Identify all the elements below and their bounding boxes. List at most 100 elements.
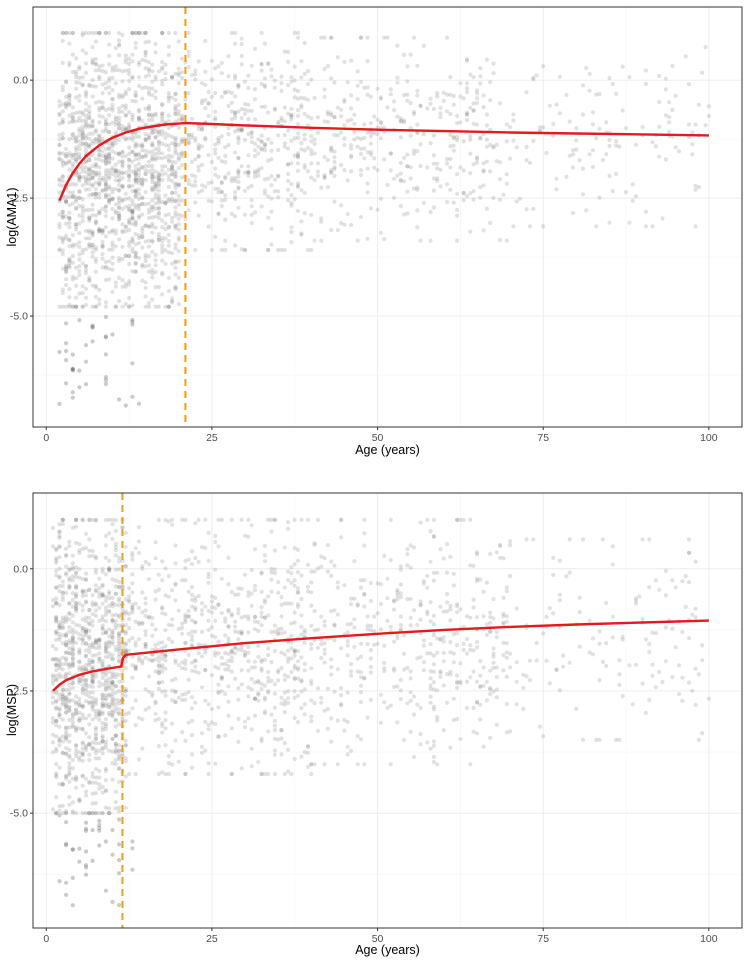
ama1-data-point (295, 30, 301, 36)
ama1-data-point (150, 176, 155, 182)
ama1-data-point (70, 136, 75, 141)
msp-data-point (74, 583, 79, 588)
msp-data-point (97, 818, 102, 824)
msp-data-point (120, 583, 125, 588)
msp-data-point (249, 567, 254, 573)
msp-data-point (100, 593, 105, 598)
ama1-data-point (156, 284, 161, 290)
ama1-data-point (70, 30, 75, 36)
msp-data-point (93, 608, 98, 613)
ama1-data-point (87, 275, 92, 280)
ama1-data-point (133, 190, 138, 195)
msp-data-point (279, 614, 284, 619)
msp-data-point (67, 771, 72, 776)
ama1-data-point (64, 266, 69, 271)
ama1-data-point (358, 214, 364, 220)
msp-data-point (123, 688, 128, 693)
ama1-data-point (156, 140, 161, 145)
msp-data-point (282, 630, 287, 635)
msp-data-point (130, 839, 135, 844)
ama1-data-point (199, 81, 205, 86)
ama1-data-point (567, 119, 572, 124)
ama1-data-point (107, 53, 112, 59)
ama1-data-point (349, 58, 354, 63)
msp-data-point (67, 583, 72, 589)
ama1-data-point (455, 172, 460, 177)
msp-data-point (690, 688, 695, 693)
msp-data-point (640, 681, 645, 686)
msp-data-point (580, 737, 586, 742)
ama1-data-point (143, 171, 148, 177)
ama1-data-point (305, 68, 311, 74)
ama1-data-point (136, 151, 142, 156)
ama1-data-point (150, 143, 155, 148)
msp-data-point (216, 544, 221, 549)
msp-data-point (87, 811, 92, 816)
ama1-data-point (170, 190, 175, 195)
ama1-data-point (312, 178, 317, 183)
ama1-data-point (67, 95, 72, 100)
msp-data-point (77, 667, 82, 673)
msp-data-point (97, 639, 102, 644)
msp-data-point (74, 711, 79, 716)
msp-data-point (249, 676, 254, 682)
msp-data-point (97, 775, 102, 780)
msp-data-point (123, 648, 128, 653)
msp-data-point (64, 632, 69, 637)
msp-data-point (295, 547, 301, 553)
ama1-data-point (100, 82, 105, 87)
msp-data-point (206, 761, 211, 766)
ama1-data-point (209, 58, 214, 63)
msp-data-point (117, 743, 122, 748)
ama1-data-point (103, 86, 108, 91)
ama1-data-point (203, 82, 208, 88)
msp-data-point (103, 684, 108, 689)
msp-data-point (113, 741, 118, 747)
ama1-data-point (123, 204, 128, 209)
ama1-data-point (223, 160, 228, 165)
ama1-data-point (74, 139, 79, 144)
ama1-data-point (365, 181, 370, 186)
msp-data-point (127, 586, 132, 591)
ama1-data-point (166, 44, 171, 49)
ama1-data-point (150, 275, 155, 280)
ama1-data-point (70, 131, 75, 137)
ama1-data-point (511, 118, 516, 123)
msp-data-point (239, 615, 244, 620)
msp-data-point (216, 705, 221, 710)
ama1-data-point (133, 203, 138, 208)
msp-data-point (315, 686, 320, 691)
msp-data-point (80, 712, 85, 717)
msp-data-point (64, 546, 69, 551)
ama1-data-point (219, 94, 224, 99)
msp-data-point (282, 585, 287, 590)
msp-data-point (80, 576, 85, 582)
msp-data-point (67, 625, 72, 630)
msp-data-point (302, 668, 307, 673)
ama1-data-point (143, 30, 148, 36)
msp-data-point (54, 773, 59, 778)
msp-data-point (458, 607, 463, 612)
ama1-data-point (289, 200, 294, 206)
ama1-data-point (130, 319, 135, 324)
msp-data-point (87, 588, 92, 593)
ama1-data-point (80, 204, 85, 209)
ama1-data-point (176, 227, 181, 232)
ama1-data-point (428, 141, 433, 146)
msp-data-point (93, 699, 98, 704)
ama1-data-point (127, 295, 132, 301)
msp-data-point (256, 698, 261, 703)
ama1-data-point (143, 168, 148, 173)
msp-data-point (70, 641, 75, 646)
ama1-data-point (64, 283, 69, 288)
ama1-data-point (282, 49, 287, 54)
ama1-data-point (252, 148, 258, 153)
ama1-data-point (130, 115, 135, 120)
msp-data-point (113, 541, 118, 547)
ama1-data-point (435, 178, 440, 183)
msp-data-point (97, 782, 102, 787)
ama1-data-point (150, 130, 155, 136)
ama1-data-point (309, 151, 314, 157)
ama1-data-point (286, 111, 291, 116)
ama1-data-point (176, 193, 181, 198)
